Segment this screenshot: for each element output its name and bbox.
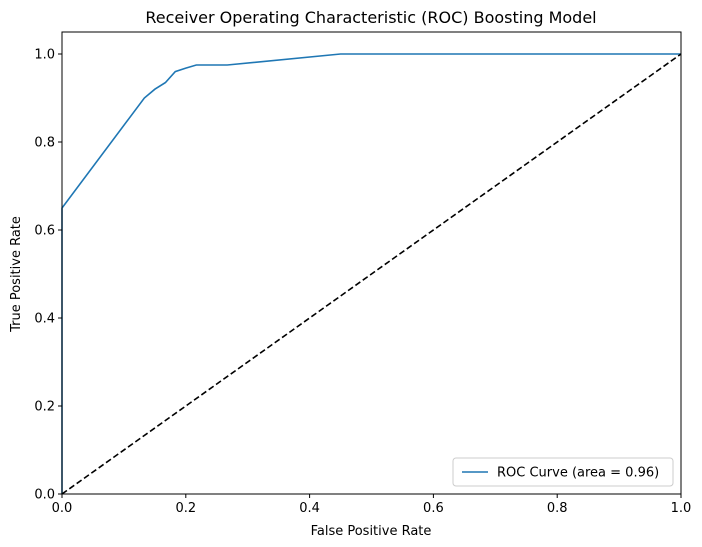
- legend-label: ROC Curve (area = 0.96): [497, 466, 659, 481]
- y-tick-label: 0.4: [34, 312, 55, 327]
- axes-frame: [61, 31, 682, 495]
- x-tick-label: 1.0: [671, 501, 692, 516]
- x-tick-label: 0.6: [423, 501, 444, 516]
- x-tick-label: 0.2: [175, 501, 196, 516]
- x-axis-title: False Positive Rate: [311, 524, 432, 539]
- plot-area: [61, 53, 682, 495]
- diagonal-reference-line: [61, 53, 682, 495]
- x-tick-label: 0.4: [299, 501, 320, 516]
- y-tick-label: 0.6: [34, 224, 55, 239]
- y-tick-label: 1.0: [34, 48, 55, 63]
- y-tick-label: 0.0: [34, 488, 55, 503]
- y-tick-label: 0.2: [34, 400, 55, 415]
- legend-box: [452, 457, 674, 487]
- x-tick-label: 0.0: [52, 501, 73, 516]
- axes: 0.0 0.2 0.4 0.6 0.8 1.0 0.0 0.2 0.4 0.6 0.8 1.0: [34, 31, 692, 516]
- x-tick-label: 0.8: [547, 501, 568, 516]
- y-axis-title: True Positive Rate: [9, 216, 24, 333]
- legend: ROC Curve (area = 0.96): [452, 457, 674, 487]
- chart-title: Receiver Operating Characteristic (ROC) …: [145, 8, 596, 27]
- y-tick-label: 0.8: [34, 136, 55, 151]
